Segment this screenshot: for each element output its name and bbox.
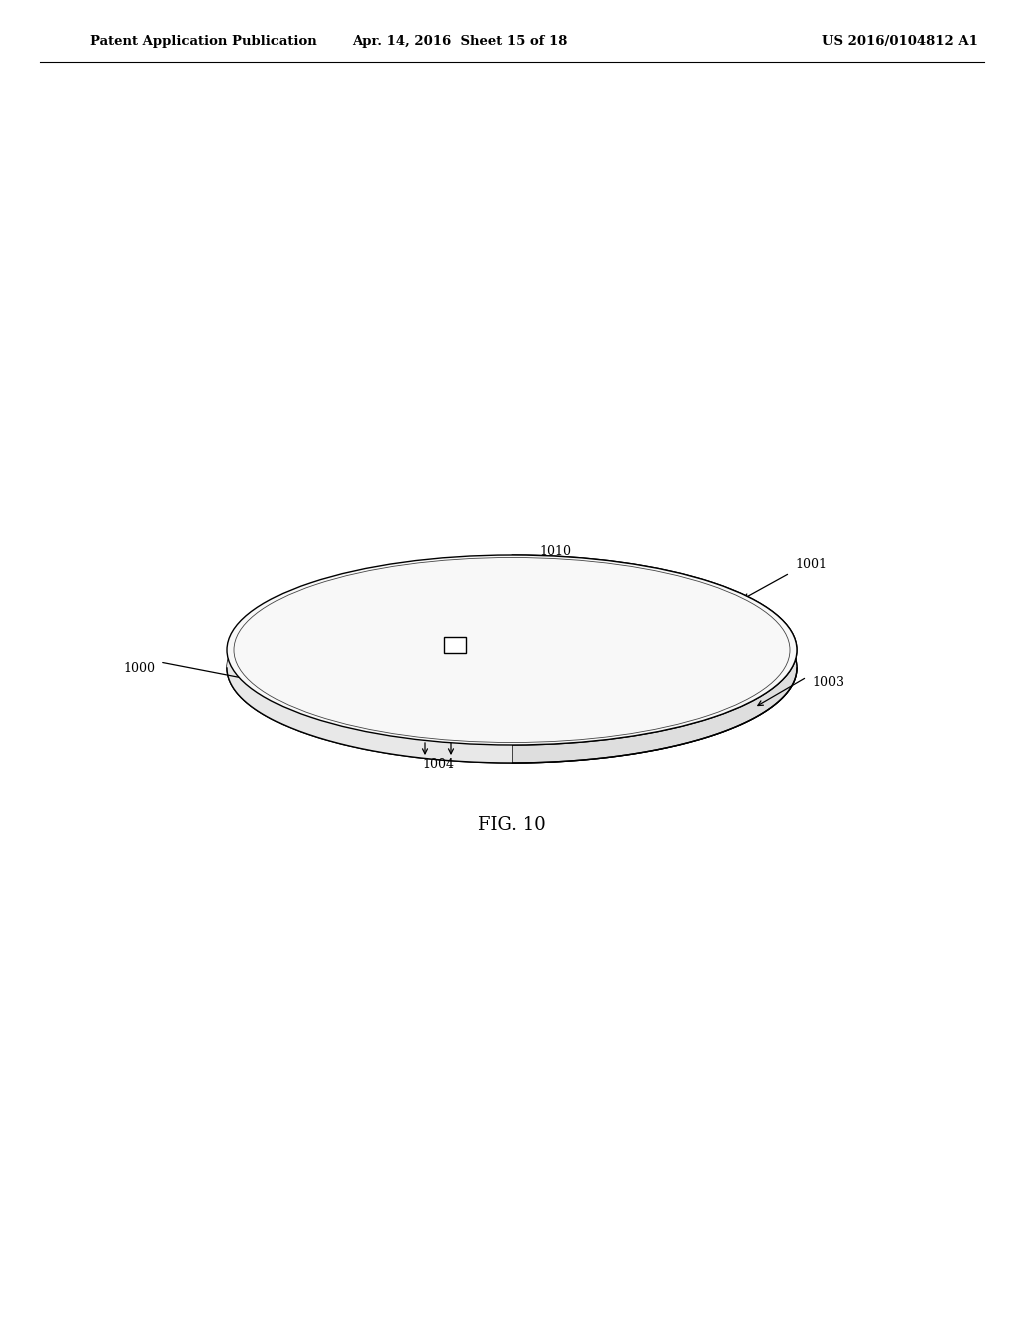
Text: 1001: 1001: [795, 558, 827, 572]
Ellipse shape: [227, 554, 797, 744]
Polygon shape: [512, 554, 797, 763]
Ellipse shape: [227, 573, 797, 763]
Text: 110: 110: [543, 564, 567, 576]
Bar: [444, 638, 466, 653]
Text: 1010: 1010: [539, 545, 571, 558]
Text: Patent Application Publication: Patent Application Publication: [90, 36, 316, 49]
Text: FIG. 10: FIG. 10: [478, 816, 546, 834]
Text: 1000: 1000: [123, 661, 155, 675]
Text: Apr. 14, 2016  Sheet 15 of 18: Apr. 14, 2016 Sheet 15 of 18: [352, 36, 567, 49]
Text: 1004: 1004: [422, 758, 454, 771]
Polygon shape: [227, 554, 512, 763]
Text: 1003: 1003: [812, 676, 844, 689]
Text: US 2016/0104812 A1: US 2016/0104812 A1: [822, 36, 978, 49]
